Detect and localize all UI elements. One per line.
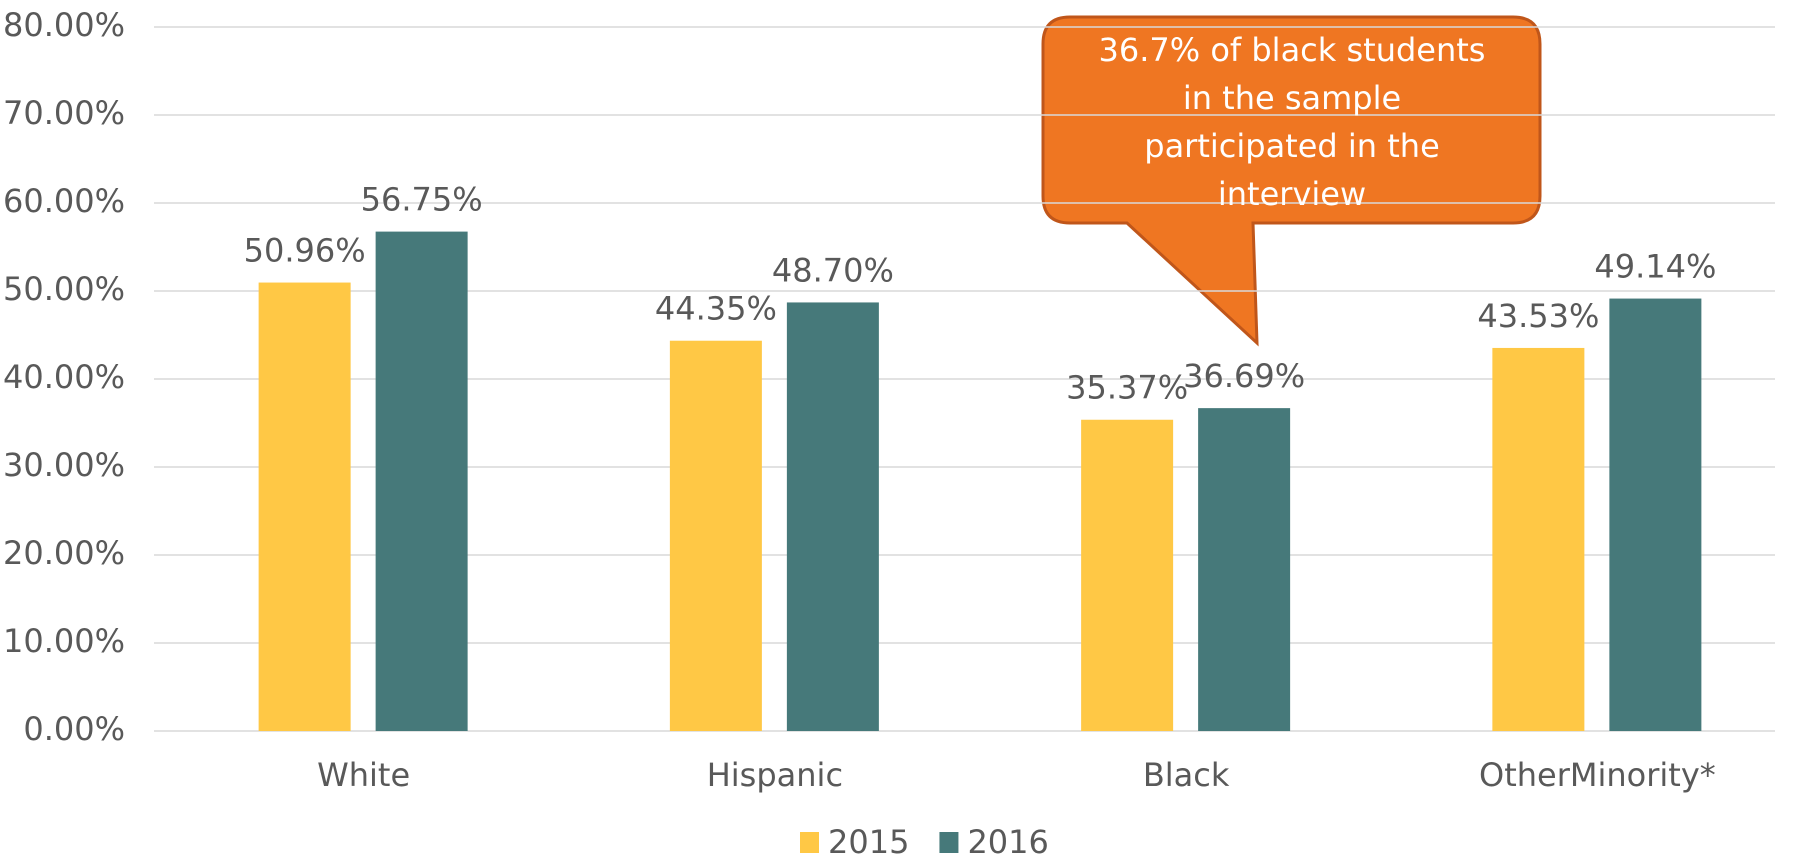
x-tick-label: Black — [1143, 756, 1230, 794]
y-tick-label: 50.00% — [3, 270, 125, 308]
data-label: 49.14% — [1594, 248, 1716, 286]
y-tick-label: 20.00% — [3, 534, 125, 572]
annotation-text: in the sample — [1183, 79, 1401, 117]
x-tick-label: White — [317, 756, 410, 794]
legend-swatch — [800, 832, 819, 853]
legend-label: 2016 — [967, 823, 1048, 861]
y-tick-label: 60.00% — [3, 182, 125, 220]
bar — [1081, 419, 1174, 731]
y-tick-label: 40.00% — [3, 358, 125, 396]
data-label: 50.96% — [244, 232, 366, 270]
annotation-text: interview — [1218, 175, 1366, 213]
legend-label: 2015 — [828, 823, 909, 861]
data-label: 35.37% — [1066, 369, 1188, 407]
data-label: 43.53% — [1477, 297, 1599, 335]
annotation-text: 36.7% of black students — [1099, 31, 1486, 69]
y-tick-label: 70.00% — [3, 94, 125, 132]
bar — [669, 340, 762, 731]
data-label: 36.69% — [1183, 357, 1305, 395]
data-label: 48.70% — [772, 251, 894, 289]
y-tick-label: 80.00% — [3, 6, 125, 44]
bar — [375, 231, 468, 731]
bar — [786, 302, 879, 731]
y-tick-label: 10.00% — [3, 622, 125, 660]
x-tick-label: Hispanic — [707, 756, 843, 794]
bar — [258, 282, 351, 731]
y-tick-label: 0.00% — [23, 710, 125, 748]
x-tick-label: OtherMinority* — [1479, 756, 1716, 794]
data-label: 56.75% — [361, 181, 483, 219]
bar — [1198, 408, 1291, 731]
bar — [1492, 347, 1585, 731]
callout — [1041, 15, 1542, 347]
bar — [1609, 298, 1702, 731]
annotation-text: participated in the — [1144, 127, 1440, 165]
y-tick-label: 30.00% — [3, 446, 125, 484]
data-label: 44.35% — [655, 290, 777, 328]
legend-swatch — [939, 832, 959, 853]
